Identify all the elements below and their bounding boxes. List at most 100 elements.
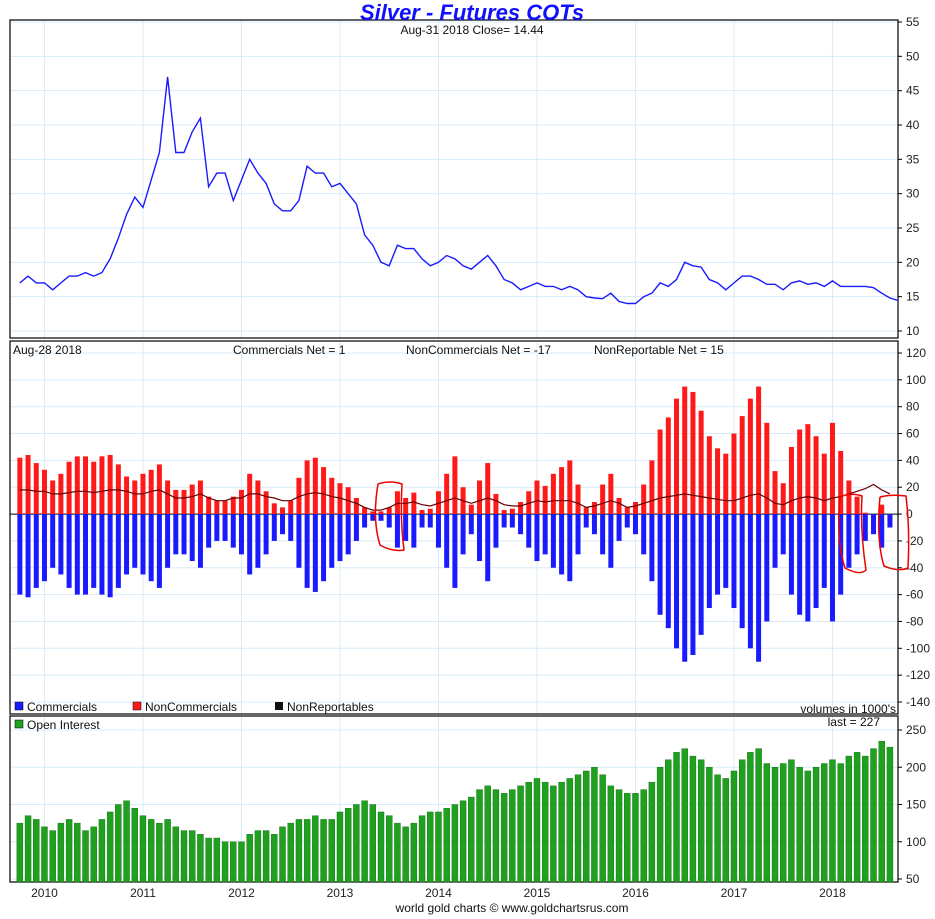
y-tick-label: 200: [906, 760, 926, 774]
noncommercials-bar: [124, 476, 130, 515]
open-interest-bar: [238, 841, 245, 883]
noncommercials-bar: [665, 417, 671, 515]
open-interest-bar: [837, 763, 844, 883]
commercials-bar: [641, 514, 647, 555]
open-interest-bar: [123, 800, 130, 883]
commercials-bar: [394, 514, 400, 548]
panel-border: [9, 19, 899, 339]
commercials-bar: [280, 514, 286, 535]
open-interest-bar: [98, 819, 106, 883]
noncommercials-bar: [879, 504, 885, 515]
open-interest-bar: [673, 752, 680, 883]
noncommercials-bar: [575, 484, 581, 515]
annotation-circle-2018b: [877, 494, 910, 571]
open-interest-bar: [16, 822, 24, 883]
commercials-bar: [821, 514, 827, 588]
commercials-bar: [181, 514, 187, 555]
y-tick-label: -60: [906, 588, 924, 602]
commercials-bar: [542, 514, 548, 555]
open-interest-bar: [862, 755, 869, 883]
open-interest-bar: [197, 834, 204, 883]
noncommercials-bar: [99, 456, 105, 515]
noncommercials-bar: [747, 398, 753, 515]
open-interest-bar: [41, 826, 48, 883]
commercials-bar: [493, 514, 499, 548]
open-interest-bar: [500, 793, 508, 883]
open-interest-bar: [853, 752, 861, 883]
noncommercials-bar: [271, 503, 277, 515]
noncommercials-bar: [17, 457, 23, 515]
legend-swatch-noncommercials: [132, 701, 142, 711]
open-interest-bar: [139, 815, 147, 883]
open-interest-bar: [738, 759, 746, 883]
x-tick-label: 2017: [721, 886, 748, 900]
noncommercials-bar: [641, 484, 647, 515]
x-tick-label: 2010: [31, 886, 58, 900]
commercials-bar: [386, 514, 392, 528]
legend-nonreportables: NonReportables: [287, 700, 374, 714]
open-interest-bar: [517, 785, 524, 883]
noncommercials-bar: [485, 463, 491, 515]
noncommercials-bar: [427, 508, 433, 515]
commercials-bar: [296, 514, 302, 568]
x-tick-label: 2016: [622, 886, 649, 900]
open-interest-bar: [156, 822, 163, 883]
commercials-bar: [854, 514, 860, 555]
noncommercials-bar: [542, 485, 548, 515]
open-interest-bar: [427, 811, 434, 883]
open-interest-bar: [624, 793, 631, 883]
open-interest-bar: [870, 748, 877, 883]
commercials-bar: [189, 514, 195, 562]
commercials-bar: [887, 514, 893, 528]
commercials-bar: [66, 514, 72, 588]
open-interest-bar: [550, 785, 557, 883]
open-interest-bar: [246, 834, 253, 883]
y-tick-label: -120: [906, 668, 930, 682]
commercials-bar: [600, 514, 606, 555]
open-interest-bar: [755, 748, 762, 883]
cot-legend: Commercials NonCommercials NonReportable…: [14, 700, 374, 714]
open-interest-bar: [344, 808, 352, 883]
open-interest-bar: [583, 770, 590, 883]
noncommercials-bar: [378, 511, 384, 515]
open-interest-bar: [788, 759, 795, 883]
noncommercials-bar: [829, 422, 835, 515]
open-interest-bar: [402, 826, 409, 883]
noncommercials-bar: [452, 456, 458, 515]
open-interest-bar: [812, 767, 820, 883]
noncommercials-net: NonCommercials Net = -17: [406, 343, 551, 357]
commercials-bar: [378, 514, 384, 521]
open-interest-bar: [591, 767, 598, 883]
noncommercials-bar: [189, 484, 195, 515]
x-tick-label: 2012: [228, 886, 255, 900]
open-interest-bar: [459, 800, 467, 883]
open-interest-bar: [410, 822, 418, 883]
open-interest-bar: [213, 837, 221, 883]
open-interest-bar: [353, 804, 360, 883]
y-tick-label: 45: [906, 84, 920, 98]
noncommercials-bar: [715, 448, 721, 515]
open-interest-bar: [615, 789, 623, 883]
cot-panel: [10, 386, 898, 662]
noncommercials-bar: [682, 386, 688, 515]
y-tick-label: 20: [906, 255, 920, 269]
noncommercials-bar: [698, 410, 704, 515]
commercials-bar: [575, 514, 581, 555]
y-tick-label: 40: [906, 118, 920, 132]
y-tick-label: 100: [906, 373, 926, 387]
commercials-bar: [846, 514, 852, 568]
last-oi-note: last = 227: [828, 715, 881, 729]
open-interest-bar: [697, 759, 705, 883]
commercials-bar: [197, 514, 203, 568]
commercials-bar: [624, 514, 630, 528]
commercials-bar: [91, 514, 97, 588]
noncommercials-bar: [115, 464, 121, 515]
y-tick-label: 20: [906, 480, 920, 494]
x-axis-labels: 2010 2011 2012 2013 2014 2015 2016 2017 2018: [31, 886, 846, 900]
open-interest-bar: [147, 819, 155, 883]
legend-swatch-open-interest: [14, 719, 24, 729]
open-interest-bar: [558, 781, 565, 883]
commercials-bar: [173, 514, 179, 555]
commercials-bar: [567, 514, 573, 582]
commercials-bar: [263, 514, 269, 555]
